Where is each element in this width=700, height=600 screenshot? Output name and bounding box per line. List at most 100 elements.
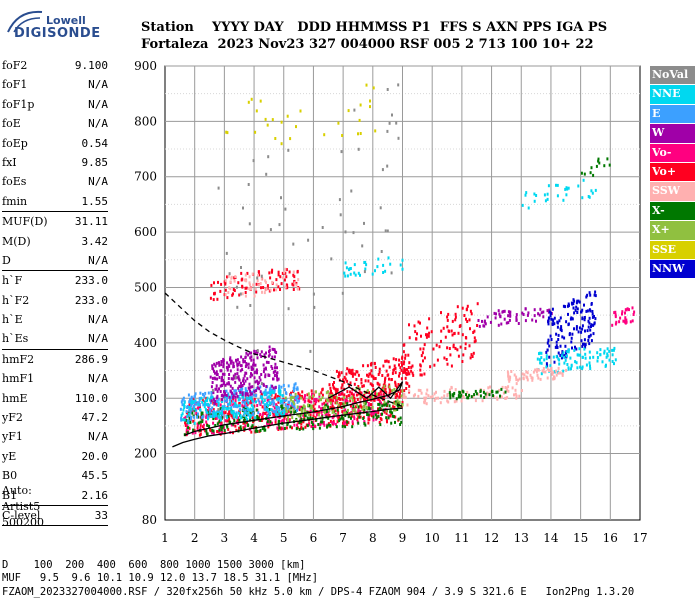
echo-point bbox=[274, 369, 277, 373]
echo-point bbox=[239, 369, 242, 373]
echo-point bbox=[211, 431, 213, 435]
echo-point bbox=[220, 363, 223, 367]
echo-point bbox=[240, 266, 242, 269]
echo-point bbox=[268, 395, 271, 399]
echo-point bbox=[212, 412, 215, 416]
param-name: foF2 bbox=[2, 59, 28, 72]
echo-point bbox=[348, 412, 351, 416]
echo-point bbox=[578, 347, 581, 351]
echo-point bbox=[237, 416, 240, 420]
echo-point bbox=[585, 363, 588, 367]
echo-point bbox=[339, 402, 341, 405]
echo-point bbox=[408, 389, 410, 393]
echo-point bbox=[243, 374, 246, 378]
echo-point bbox=[322, 421, 325, 424]
echo-point bbox=[344, 274, 347, 278]
echo-point bbox=[347, 408, 349, 412]
echo-point bbox=[226, 416, 229, 420]
echo-point bbox=[386, 373, 389, 377]
echo-point bbox=[193, 407, 196, 411]
echo-point bbox=[420, 334, 422, 338]
echo-point bbox=[338, 373, 341, 377]
echo-point bbox=[297, 278, 300, 282]
echo-point bbox=[217, 397, 220, 401]
echo-point bbox=[474, 399, 477, 403]
echo-point bbox=[508, 318, 511, 322]
echo-point bbox=[377, 414, 380, 418]
echo-point bbox=[225, 389, 228, 393]
legend-item-sse: SSE bbox=[650, 240, 695, 260]
echo-point bbox=[221, 375, 224, 379]
echo-point bbox=[332, 395, 335, 399]
echo-point bbox=[206, 424, 209, 427]
echo-point bbox=[250, 392, 253, 396]
echo-point bbox=[240, 388, 242, 392]
echo-point bbox=[222, 378, 224, 382]
echo-point bbox=[379, 417, 382, 420]
echo-point bbox=[238, 418, 241, 422]
echo-point bbox=[248, 401, 251, 405]
echo-point bbox=[446, 315, 449, 319]
echo-point bbox=[197, 423, 199, 427]
echo-point bbox=[232, 404, 235, 408]
echo-point bbox=[285, 268, 288, 272]
echo-point bbox=[286, 419, 289, 422]
echo-point bbox=[398, 371, 401, 375]
echo-point bbox=[350, 410, 353, 414]
echo-point bbox=[371, 414, 373, 418]
param-value: N/A bbox=[88, 78, 108, 92]
echo-point bbox=[374, 129, 377, 133]
echo-point bbox=[245, 416, 248, 420]
echo-point bbox=[507, 389, 510, 393]
echo-point bbox=[391, 411, 394, 415]
echo-point bbox=[256, 429, 259, 433]
echo-point bbox=[443, 356, 446, 360]
echo-point bbox=[380, 250, 383, 253]
echo-point bbox=[233, 389, 236, 393]
echo-point bbox=[363, 270, 366, 274]
echo-point bbox=[388, 404, 391, 408]
echo-point bbox=[477, 319, 480, 322]
echo-point bbox=[247, 413, 250, 417]
echo-point bbox=[266, 420, 269, 424]
echo-point bbox=[245, 279, 248, 283]
echo-point bbox=[428, 317, 431, 321]
echo-point bbox=[241, 400, 244, 404]
echo-point bbox=[357, 385, 360, 388]
echo-point bbox=[190, 395, 193, 399]
echo-point bbox=[556, 325, 559, 329]
echo-point bbox=[295, 281, 298, 285]
echo-point bbox=[605, 363, 607, 367]
echo-point bbox=[243, 402, 246, 406]
echo-point bbox=[300, 407, 303, 411]
echo-point bbox=[567, 322, 570, 326]
echo-point bbox=[402, 362, 405, 366]
param-name: foF1p bbox=[2, 97, 35, 111]
echo-point bbox=[353, 415, 356, 419]
echo-point bbox=[591, 312, 594, 316]
echo-point bbox=[183, 405, 186, 408]
echo-point bbox=[250, 425, 253, 429]
echo-point bbox=[346, 420, 349, 424]
echo-point bbox=[473, 340, 476, 344]
echo-point bbox=[560, 354, 563, 358]
echo-point bbox=[215, 414, 218, 418]
echo-point bbox=[507, 372, 510, 376]
echo-point bbox=[267, 155, 270, 159]
echo-point bbox=[224, 395, 227, 398]
echo-point bbox=[556, 321, 559, 325]
echo-point bbox=[347, 415, 350, 419]
echo-point bbox=[231, 386, 234, 390]
echo-point bbox=[510, 370, 513, 373]
echo-point bbox=[216, 396, 219, 400]
echo-point bbox=[212, 414, 214, 418]
param-row: C-level 33 bbox=[0, 506, 110, 525]
echo-point bbox=[216, 297, 219, 301]
echo-point bbox=[580, 339, 583, 343]
echo-point bbox=[567, 304, 570, 308]
echo-point bbox=[219, 407, 222, 411]
echo-point bbox=[244, 356, 247, 360]
echo-point bbox=[226, 407, 229, 411]
echo-point bbox=[321, 396, 324, 400]
echo-point bbox=[214, 364, 217, 368]
